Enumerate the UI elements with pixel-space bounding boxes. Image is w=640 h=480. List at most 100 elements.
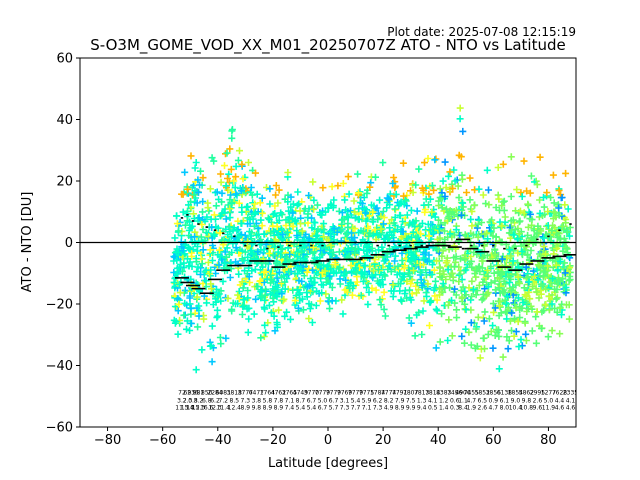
scatter-point xyxy=(462,306,470,314)
scatter-point xyxy=(387,287,395,295)
scatter-point xyxy=(533,288,541,296)
scatter-point xyxy=(439,177,447,185)
scatter-point xyxy=(170,316,178,324)
x-axis-label: Latitude [degrees] xyxy=(268,456,388,471)
scatter-point xyxy=(499,160,507,168)
scatter-point xyxy=(491,277,499,285)
scatter-point xyxy=(280,295,288,303)
scatter-point xyxy=(336,264,344,272)
scatter-point xyxy=(315,261,323,269)
bin-count-label: 69 xyxy=(184,390,192,397)
scatter-point xyxy=(558,194,566,201)
bin-stats-label: 0.6 xyxy=(450,397,460,404)
scatter-point xyxy=(503,292,511,300)
scatter-point xyxy=(362,242,370,250)
scatter-point xyxy=(565,315,573,323)
scatter-point xyxy=(218,198,226,206)
scatter-point xyxy=(525,278,533,286)
scatter-point xyxy=(267,229,275,237)
scatter-point xyxy=(526,189,534,197)
bin-stats-label: 9.8 xyxy=(522,397,532,404)
scatter-point xyxy=(364,300,372,308)
scatter-point xyxy=(472,273,480,281)
scatter-point xyxy=(444,266,452,274)
scatter-point xyxy=(289,222,297,230)
scatter-point xyxy=(503,333,511,341)
scatter-point xyxy=(425,190,433,198)
bin-count-label: 2335 xyxy=(563,390,578,397)
bin-stats-label: 0.3 xyxy=(450,404,460,411)
scatter-point xyxy=(300,255,308,263)
scatter-point xyxy=(196,181,204,189)
bin-stats-label: 1.2 xyxy=(439,397,449,404)
scatter-point xyxy=(381,272,389,280)
scatter-point xyxy=(365,288,373,296)
scatter-point xyxy=(405,314,413,322)
scatter-point xyxy=(326,305,334,313)
scatter-point xyxy=(185,244,193,252)
scatter-point xyxy=(366,263,374,271)
bin-stats-label: 8.0 xyxy=(500,404,510,411)
scatter-point xyxy=(361,270,369,278)
scatter-point xyxy=(294,188,302,196)
scatter-point xyxy=(451,285,459,293)
bin-stats-label: 4.1 xyxy=(566,397,576,404)
scatter-point xyxy=(549,171,557,179)
scatter-point xyxy=(553,308,561,316)
scatter-point xyxy=(366,229,374,237)
scatter-point xyxy=(484,330,492,338)
bin-stats-label: 11.5 xyxy=(175,404,189,411)
bin-count-label: 8383 xyxy=(436,390,451,397)
scatter-point xyxy=(479,191,487,199)
scatter-point xyxy=(392,190,400,198)
scatter-point xyxy=(399,218,407,225)
scatter-point xyxy=(542,285,550,293)
scatter-point xyxy=(214,224,222,232)
scatter-point xyxy=(221,162,228,170)
scatter-point xyxy=(502,262,510,270)
scatter-point xyxy=(285,268,293,276)
scatter-point xyxy=(432,305,440,313)
scatter-point xyxy=(222,182,230,190)
scatter-point xyxy=(418,331,426,338)
scatter-point xyxy=(412,181,420,189)
scatter-point xyxy=(198,346,206,354)
scatter-point xyxy=(202,277,210,285)
bin-stats-label: 7.3 xyxy=(241,397,251,404)
scatter-point xyxy=(409,218,417,226)
scatter-point xyxy=(441,236,449,243)
scatter-point xyxy=(487,279,495,287)
scatter-point xyxy=(244,294,252,302)
scatter-point xyxy=(228,134,236,142)
scatter-point xyxy=(379,208,387,215)
bin-stats-label: 6.7 xyxy=(329,397,339,404)
scatter-point xyxy=(188,252,196,260)
scatter-point xyxy=(452,253,460,261)
scatter-point xyxy=(258,292,266,300)
scatter-point xyxy=(298,227,306,235)
scatter-point xyxy=(452,226,460,234)
scatter-point xyxy=(468,277,476,285)
scatter-point xyxy=(191,309,199,317)
scatter-point xyxy=(328,183,336,191)
scatter-point xyxy=(209,257,216,264)
scatter-point xyxy=(263,184,270,191)
scatter-point xyxy=(362,217,370,225)
scatter-point xyxy=(330,225,338,233)
scatter-point xyxy=(246,279,254,286)
scatter-point xyxy=(425,251,433,259)
scatter-point xyxy=(537,286,545,294)
scatter-point xyxy=(453,314,461,322)
scatter-point xyxy=(295,277,303,285)
scatter-point xyxy=(352,245,360,253)
scatter-point xyxy=(339,310,347,318)
scatter-point xyxy=(241,248,249,256)
scatter-point xyxy=(455,151,463,159)
scatter-point xyxy=(287,249,295,257)
scatter-point xyxy=(252,169,259,177)
scatter-point xyxy=(273,293,281,301)
scatter-point xyxy=(379,159,387,167)
scatter-point xyxy=(487,262,495,270)
scatter-point xyxy=(260,333,268,340)
scatter-point xyxy=(391,213,399,221)
